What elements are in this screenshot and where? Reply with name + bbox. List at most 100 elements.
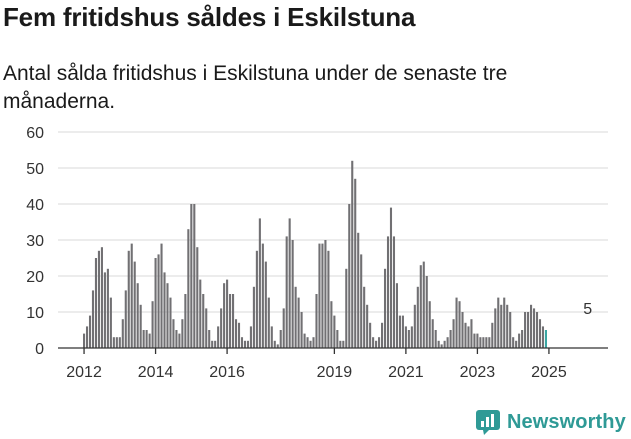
bar (497, 297, 500, 348)
x-tick-label: 2025 (531, 364, 567, 381)
bar (300, 312, 303, 348)
bar (169, 297, 172, 348)
bar (166, 283, 169, 348)
bar (464, 322, 467, 348)
bar (112, 337, 115, 348)
bar (327, 250, 330, 348)
bar (91, 290, 95, 348)
bar (267, 297, 270, 348)
bar (196, 247, 199, 348)
bar (133, 261, 136, 348)
bar (157, 254, 160, 348)
bar (485, 337, 488, 348)
annotations: 5 (583, 301, 592, 318)
bar (515, 340, 518, 348)
bar (279, 330, 282, 348)
bar (440, 344, 443, 348)
bar (345, 268, 348, 348)
bar (249, 326, 252, 348)
brand-logo[interactable]: Newsworthy (475, 408, 626, 436)
bar (220, 308, 223, 348)
bar (512, 337, 515, 348)
bar (518, 333, 521, 348)
bar (193, 204, 196, 348)
bar (351, 160, 354, 348)
grid-lines (58, 131, 608, 313)
newsworthy-chart-icon (476, 410, 500, 435)
bar (506, 304, 509, 348)
bar (357, 232, 360, 348)
bar (258, 218, 261, 348)
bar (530, 304, 533, 348)
y-axis-labels: 0 10 20 30 40 50 60 (26, 125, 44, 358)
bar (190, 204, 193, 348)
bar (94, 258, 98, 348)
bar (404, 326, 407, 348)
bar (363, 286, 366, 348)
bar (172, 319, 175, 348)
bar (395, 283, 398, 348)
bar (83, 333, 86, 348)
bar (124, 290, 127, 348)
bar (103, 272, 106, 348)
bar (226, 279, 229, 348)
chart-title: Fem fritidshus såldes i Eskilstuna (3, 2, 416, 32)
bar (288, 218, 291, 348)
bar (160, 243, 163, 348)
bar (145, 330, 148, 348)
bar (491, 322, 494, 348)
x-tick-label: 2016 (209, 364, 245, 381)
bar (342, 340, 345, 348)
bar (109, 297, 112, 348)
bar (452, 319, 455, 348)
bar (315, 294, 318, 348)
y-tick-label: 40 (26, 197, 44, 214)
bar (386, 236, 390, 348)
bar (407, 330, 410, 348)
bar (142, 330, 145, 348)
bar (276, 344, 279, 348)
bar (446, 337, 449, 348)
bar (488, 337, 491, 348)
bar (422, 261, 425, 348)
bar (449, 330, 452, 348)
bar (205, 308, 208, 348)
bar (434, 330, 437, 348)
bar (336, 330, 339, 348)
bar (479, 337, 482, 348)
bar (428, 301, 431, 348)
y-tick-label: 10 (26, 305, 44, 322)
x-axis: 2012 2014 2016 2019 2021 2023 2025 (58, 347, 608, 381)
bar (232, 294, 235, 348)
y-tick-label: 50 (26, 161, 44, 178)
bar (360, 254, 363, 348)
bar (187, 229, 190, 348)
x-tick-label: 2021 (388, 364, 424, 381)
bar (261, 243, 264, 348)
bar (521, 330, 524, 348)
bar (389, 207, 393, 348)
bar (467, 326, 470, 348)
bar (118, 337, 121, 348)
bar (524, 312, 527, 348)
bar (264, 261, 267, 348)
bar (234, 319, 238, 348)
bar (223, 283, 226, 348)
bar (148, 333, 151, 348)
bar (473, 333, 476, 348)
bar (255, 250, 258, 348)
bar (312, 337, 315, 348)
bar (392, 236, 396, 348)
x-tick-label: 2012 (66, 364, 102, 381)
bar (217, 326, 220, 348)
bar (372, 337, 375, 348)
bar (151, 301, 154, 348)
bar (544, 330, 547, 348)
bar (398, 315, 401, 348)
bar (106, 268, 109, 348)
bar (503, 297, 506, 348)
bar (229, 294, 232, 348)
bar (321, 243, 324, 348)
bar (318, 243, 321, 348)
bar (535, 312, 539, 348)
